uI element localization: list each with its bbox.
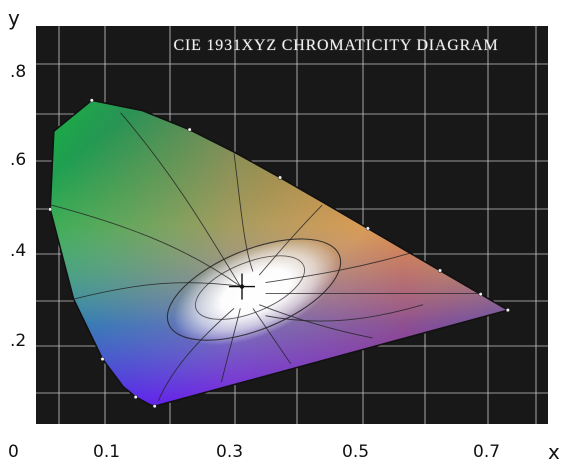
white-point <box>239 284 245 289</box>
locus-point <box>437 268 443 273</box>
locus-point <box>100 356 105 362</box>
y-axis-title: y <box>8 6 20 30</box>
x-tick-label: 0 <box>8 442 19 462</box>
inner-white-boundary <box>194 255 306 320</box>
cie-diagram-svg <box>36 26 548 424</box>
locus-point <box>152 404 157 409</box>
locus-point <box>48 207 53 212</box>
boundary-line <box>265 252 411 283</box>
boundary-line <box>233 153 254 272</box>
y-tick-label: .6 <box>10 150 27 170</box>
locus-point <box>478 292 483 297</box>
chart-title: CIE 1931XYZ CHROMATICITY DIAGRAM <box>173 37 499 54</box>
locus-point <box>365 226 370 231</box>
white-point-marker <box>229 273 256 300</box>
plot-area: CIE 1931XYZ CHROMATICITY DIAGRAM <box>36 26 548 424</box>
locus-point <box>133 394 138 400</box>
outer-white-boundary <box>166 238 342 341</box>
boundary-line <box>252 308 292 364</box>
boundary-line <box>265 304 424 322</box>
x-tick-label: 0.5 <box>342 442 370 462</box>
boundary-line <box>51 204 241 287</box>
boundary-line <box>120 112 241 287</box>
boundary-line <box>220 308 241 383</box>
locus-point <box>278 175 283 180</box>
locus-point <box>89 98 94 103</box>
y-tick-label: .2 <box>10 331 27 351</box>
x-tick-label: 0.1 <box>93 442 121 462</box>
boundary-line <box>73 282 241 300</box>
locus-wavelength-marks <box>48 98 510 409</box>
x-tick-label: 0.3 <box>216 442 244 462</box>
y-tick-label: .4 <box>10 241 27 261</box>
x-tick-label: 0.7 <box>473 442 501 462</box>
color-boundaries <box>51 112 480 401</box>
locus-point <box>505 308 510 313</box>
boundary-line <box>259 304 373 339</box>
boundary-line <box>258 204 323 276</box>
x-axis-title: x <box>548 440 560 464</box>
locus-point <box>187 127 192 132</box>
y-tick-label: .8 <box>10 62 27 82</box>
